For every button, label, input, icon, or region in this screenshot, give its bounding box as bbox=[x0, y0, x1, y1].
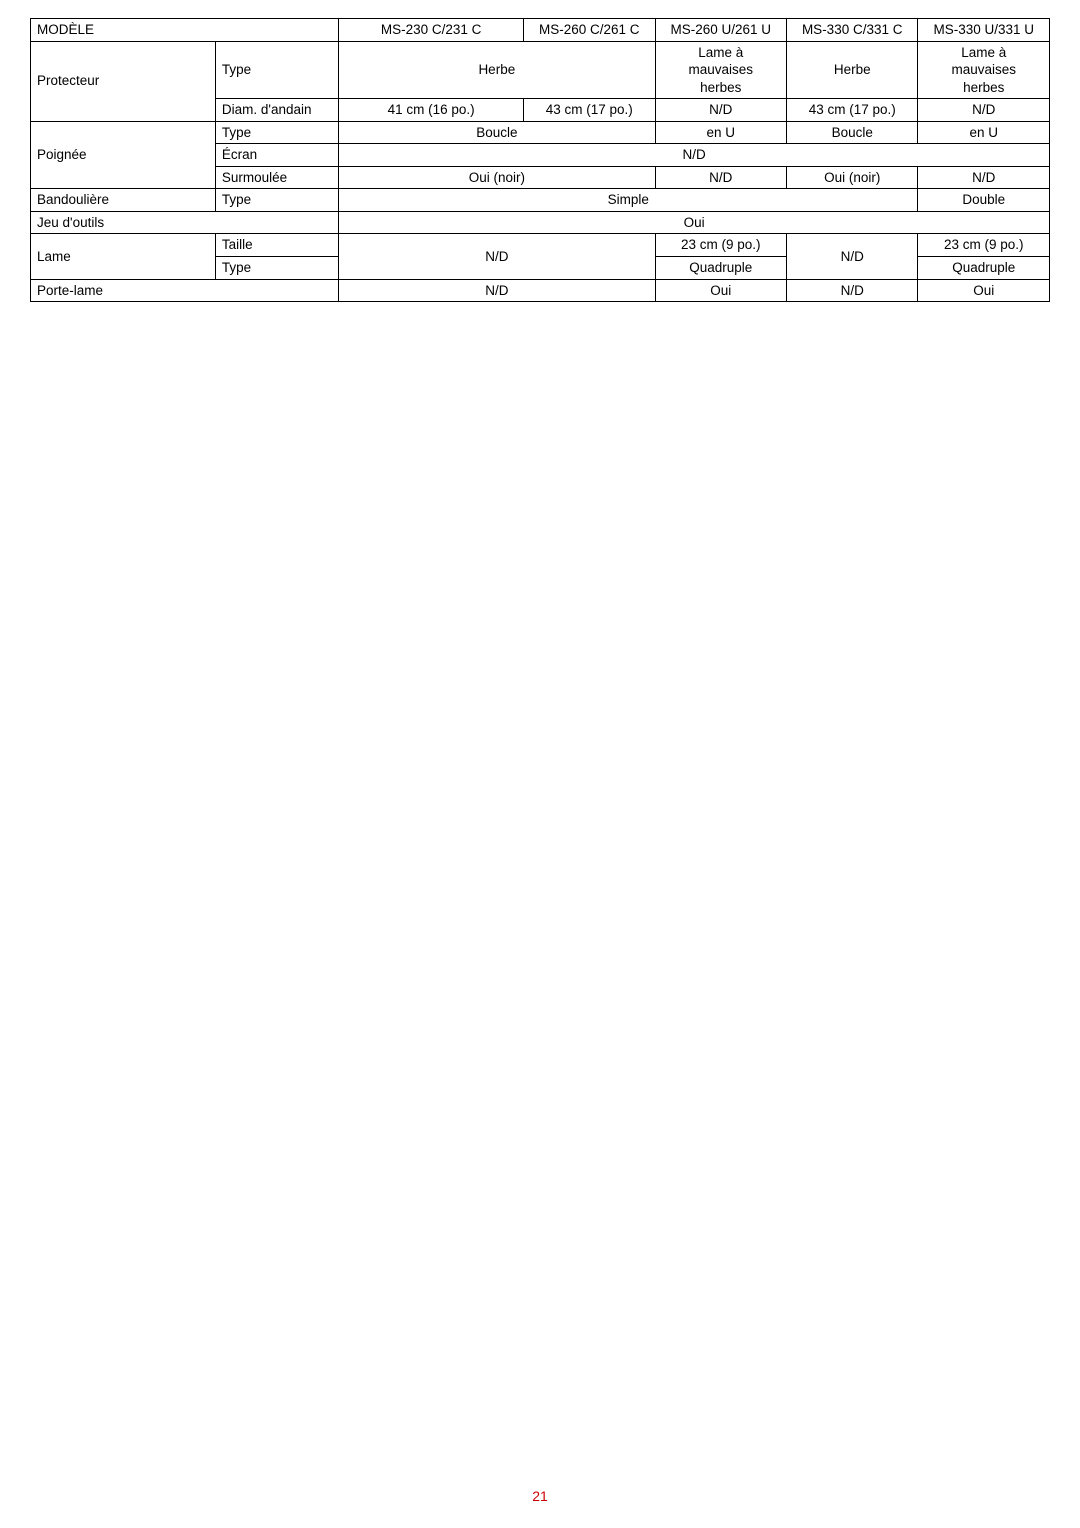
portelame-oui: Oui bbox=[655, 279, 786, 302]
protecteur-lame2: Lame à mauvaises herbes bbox=[918, 41, 1050, 99]
lame-nd2: N/D bbox=[786, 234, 917, 279]
portelame-oui2: Oui bbox=[918, 279, 1050, 302]
page-content: MODÈLE MS-230 C/231 C MS-260 C/261 C MS-… bbox=[0, 0, 1080, 302]
poignee-type-label: Type bbox=[215, 121, 338, 144]
poignee-boucle2: Boucle bbox=[786, 121, 917, 144]
protecteur-diam-c7: N/D bbox=[918, 99, 1050, 122]
lame-label: Lame bbox=[31, 234, 216, 279]
portelame-label: Porte-lame bbox=[31, 279, 339, 302]
jeu-label: Jeu d'outils bbox=[31, 211, 339, 234]
lame-taille-c7: 23 cm (9 po.) bbox=[918, 234, 1050, 257]
header-col7: MS-330 U/331 U bbox=[918, 19, 1050, 42]
portelame-nd: N/D bbox=[339, 279, 655, 302]
protecteur-herbe: Herbe bbox=[339, 41, 655, 99]
poignee-label: Poignée bbox=[31, 121, 216, 189]
poignee-surmoulee-nd2: N/D bbox=[918, 166, 1050, 189]
header-col3: MS-230 C/231 C bbox=[339, 19, 524, 42]
poignee-surmoulee-label: Surmoulée bbox=[215, 166, 338, 189]
header-col5: MS-260 U/261 U bbox=[655, 19, 786, 42]
lame-nd: N/D bbox=[339, 234, 655, 279]
poignee-enU: en U bbox=[655, 121, 786, 144]
poignee-ecran-label: Écran bbox=[215, 144, 338, 167]
table-row: MODÈLE MS-230 C/231 C MS-260 C/261 C MS-… bbox=[31, 19, 1050, 42]
protecteur-type-label: Type bbox=[215, 41, 338, 99]
bandouliere-double: Double bbox=[918, 189, 1050, 212]
bandouliere-type-label: Type bbox=[215, 189, 338, 212]
jeu-val: Oui bbox=[339, 211, 1050, 234]
poignee-surmoulee-oui2: Oui (noir) bbox=[786, 166, 917, 189]
header-col4: MS-260 C/261 C bbox=[524, 19, 655, 42]
poignee-enU2: en U bbox=[918, 121, 1050, 144]
portelame-nd2: N/D bbox=[786, 279, 917, 302]
poignee-ecran-val: N/D bbox=[339, 144, 1050, 167]
lame-taille-label: Taille bbox=[215, 234, 338, 257]
header-col6: MS-330 C/331 C bbox=[786, 19, 917, 42]
protecteur-diam-c5: N/D bbox=[655, 99, 786, 122]
lame-type-label: Type bbox=[215, 257, 338, 280]
protecteur-diam-label: Diam. d'andain bbox=[215, 99, 338, 122]
protecteur-diam-c6: 43 cm (17 po.) bbox=[786, 99, 917, 122]
protecteur-diam-c4: 43 cm (17 po.) bbox=[524, 99, 655, 122]
table-row: Jeu d'outils Oui bbox=[31, 211, 1050, 234]
table-row: Porte-lame N/D Oui N/D Oui bbox=[31, 279, 1050, 302]
table-row: Bandoulière Type Simple Double bbox=[31, 189, 1050, 212]
lame-type-c7: Quadruple bbox=[918, 257, 1050, 280]
header-modele: MODÈLE bbox=[31, 19, 339, 42]
table-row: Poignée Type Boucle en U Boucle en U bbox=[31, 121, 1050, 144]
protecteur-herbe2: Herbe bbox=[786, 41, 917, 99]
table-row: Protecteur Type Herbe Lame à mauvaises h… bbox=[31, 41, 1050, 99]
table-row: Lame Taille N/D 23 cm (9 po.) N/D 23 cm … bbox=[31, 234, 1050, 257]
lame-type-c5: Quadruple bbox=[655, 257, 786, 280]
protecteur-label: Protecteur bbox=[31, 41, 216, 121]
page-number: 21 bbox=[0, 1488, 1080, 1504]
bandouliere-label: Bandoulière bbox=[31, 189, 216, 212]
poignee-surmoulee-oui: Oui (noir) bbox=[339, 166, 655, 189]
bandouliere-simple: Simple bbox=[339, 189, 918, 212]
protecteur-diam-c3: 41 cm (16 po.) bbox=[339, 99, 524, 122]
protecteur-lame: Lame à mauvaises herbes bbox=[655, 41, 786, 99]
lame-taille-c5: 23 cm (9 po.) bbox=[655, 234, 786, 257]
poignee-boucle: Boucle bbox=[339, 121, 655, 144]
poignee-surmoulee-nd: N/D bbox=[655, 166, 786, 189]
spec-table: MODÈLE MS-230 C/231 C MS-260 C/261 C MS-… bbox=[30, 18, 1050, 302]
